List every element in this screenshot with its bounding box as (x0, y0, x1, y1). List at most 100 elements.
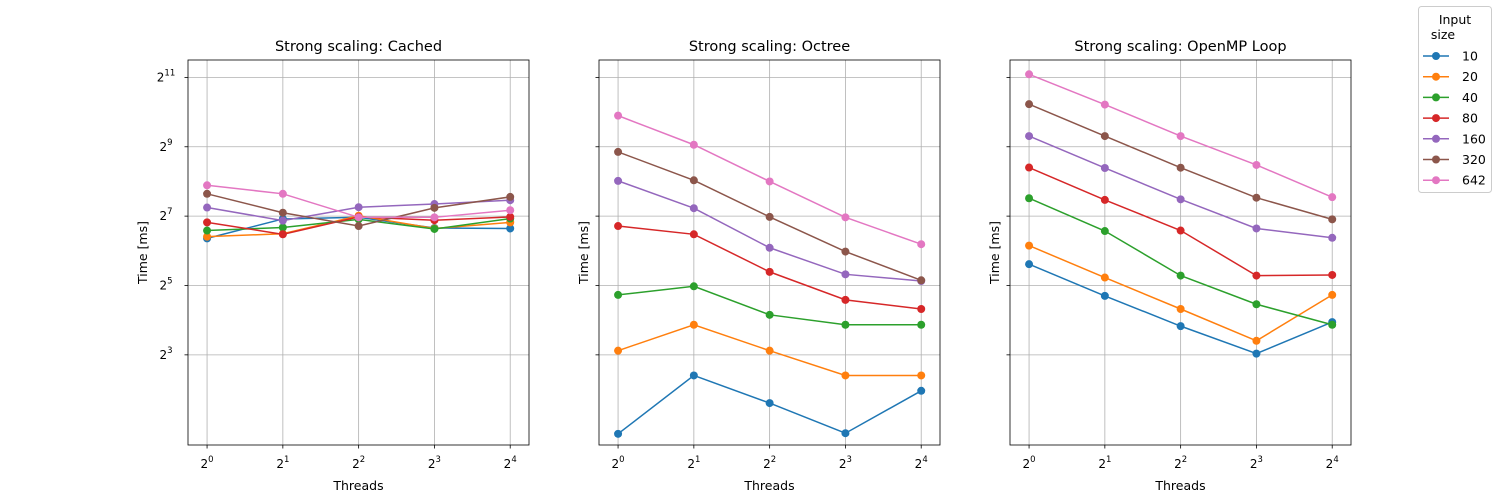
data-point-80 (614, 222, 623, 231)
legend-label-160: 160 (1462, 131, 1486, 146)
x-tick-label: 24 (1326, 455, 1339, 471)
chart-title: Strong scaling: Cached (275, 39, 442, 55)
data-point-80 (278, 230, 287, 239)
x-tick-label: 21 (1098, 455, 1111, 471)
data-point-80 (917, 305, 926, 314)
data-point-80 (689, 230, 698, 239)
data-point-10 (689, 371, 698, 380)
data-point-80 (1252, 271, 1261, 280)
data-point-160 (203, 203, 212, 212)
data-point-642 (1100, 100, 1109, 109)
legend-marker-10 (1432, 52, 1440, 60)
chart-title: Strong scaling: Octree (689, 39, 850, 55)
chart-title: Strong scaling: OpenMP Loop (1074, 39, 1286, 55)
data-point-320 (1176, 163, 1185, 172)
data-point-160 (354, 203, 363, 212)
data-point-320 (430, 203, 439, 212)
axes-frame (187, 59, 530, 446)
data-point-160 (278, 216, 287, 225)
data-point-40 (614, 290, 623, 299)
legend-title-line1: Input (1439, 12, 1471, 27)
data-point-642 (278, 189, 287, 198)
data-point-10 (1176, 322, 1185, 331)
legend-label-642: 642 (1462, 173, 1486, 188)
data-point-20 (1100, 273, 1109, 282)
y-tick-label: 27 (159, 207, 172, 223)
legend-marker-80 (1432, 114, 1440, 123)
legend-label-20: 20 (1462, 69, 1478, 84)
y-tick-label: 211 (157, 68, 175, 84)
x-tick-label: 20 (612, 455, 625, 471)
x-tick-label: 21 (276, 455, 289, 471)
legend-marker-20 (1432, 72, 1440, 81)
data-point-642 (506, 206, 515, 215)
data-point-320 (1328, 215, 1337, 224)
data-point-160 (689, 204, 698, 213)
data-point-20 (1252, 336, 1261, 345)
data-point-20 (203, 232, 212, 241)
data-point-40 (1025, 194, 1034, 203)
data-point-320 (1100, 132, 1109, 141)
x-tick-label: 24 (915, 455, 928, 471)
data-point-642 (203, 181, 212, 190)
data-point-160 (841, 270, 850, 279)
x-tick-label: 23 (1250, 455, 1263, 471)
data-point-320 (203, 189, 212, 198)
data-point-80 (203, 218, 212, 227)
x-tick-label: 22 (1174, 455, 1187, 471)
data-point-10 (841, 429, 850, 438)
data-point-80 (841, 295, 850, 304)
data-point-20 (1328, 290, 1337, 299)
data-point-642 (1025, 70, 1034, 79)
data-point-10 (1025, 260, 1034, 269)
legend-label-80: 80 (1462, 111, 1478, 126)
data-point-320 (1252, 193, 1261, 202)
data-point-10 (1252, 349, 1261, 358)
data-point-40 (1252, 300, 1261, 309)
legend-marker-320 (1432, 155, 1440, 164)
x-tick-label: 23 (839, 455, 852, 471)
chart-panel-1: 20 21 22 23 24 23 25 27 29 211 Strong scaling: Cac… (135, 39, 530, 493)
data-point-20 (689, 320, 698, 329)
x-tick-label: 23 (428, 455, 441, 471)
data-point-40 (430, 224, 439, 233)
legend-label-10: 10 (1462, 49, 1478, 64)
data-point-10 (1100, 291, 1109, 300)
data-point-642 (917, 240, 926, 249)
y-axis-label: Time [ms] (576, 221, 591, 285)
x-axis-label: Threads (1154, 478, 1205, 493)
data-point-10 (917, 386, 926, 395)
legend-marker-40 (1432, 93, 1440, 102)
data-point-40 (765, 310, 774, 319)
data-point-80 (1100, 195, 1109, 204)
data-point-40 (689, 282, 698, 291)
data-point-642 (1328, 193, 1337, 202)
x-axis-label: Threads (332, 478, 383, 493)
data-point-160 (1100, 163, 1109, 172)
data-point-320 (506, 192, 515, 201)
x-tick-label: 22 (352, 455, 365, 471)
data-point-10 (765, 399, 774, 408)
axes-frame (598, 59, 941, 446)
axes-frame (1009, 59, 1352, 446)
data-point-160 (1025, 132, 1034, 141)
x-tick-label: 22 (763, 455, 776, 471)
legend-label-40: 40 (1462, 90, 1478, 105)
y-tick-label: 23 (159, 346, 172, 362)
data-point-40 (203, 226, 212, 235)
data-point-80 (1025, 163, 1034, 172)
x-axis-label: Threads (743, 478, 794, 493)
y-tick-label: 29 (159, 138, 172, 154)
data-point-320 (689, 176, 698, 185)
data-point-80 (1176, 226, 1185, 235)
y-tick-label: 25 (159, 276, 172, 292)
data-point-160 (614, 176, 623, 185)
data-point-642 (354, 213, 363, 222)
x-tick-label: 20 (1023, 455, 1036, 471)
data-point-20 (765, 346, 774, 355)
data-point-40 (278, 223, 287, 232)
data-point-160 (1252, 224, 1261, 233)
data-point-20 (1176, 305, 1185, 314)
